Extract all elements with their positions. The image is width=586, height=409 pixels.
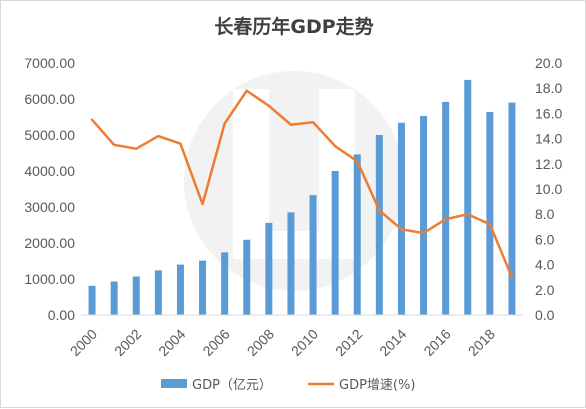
y-right-tick-label: 0.0 [535, 307, 555, 323]
gdp-bar [287, 212, 295, 315]
gdp-bar [88, 285, 96, 315]
y-left-tick-label: 0.00 [48, 307, 75, 323]
legend-swatch-gdp [161, 379, 187, 388]
y-left-tick-label: 6000.00 [24, 91, 75, 107]
x-tick-label: 2000 [67, 326, 100, 359]
gdp-growth-line [90, 89, 514, 279]
y-right-tick-label: 10.0 [535, 181, 562, 197]
watermark-circle [184, 71, 404, 291]
y-left-tick-label: 3000.00 [24, 199, 75, 215]
x-tick-label: 2004 [155, 326, 188, 359]
y-right-tick-label: 20.0 [535, 55, 562, 71]
y-right-tick-label: 14.0 [535, 131, 562, 147]
gdp-bar [221, 252, 229, 315]
y-left-tick-label: 7000.00 [24, 55, 75, 71]
x-tick-label: 2018 [465, 326, 498, 359]
x-tick-label: 2016 [420, 326, 453, 359]
chart-title: 长春历年GDP走势 [214, 16, 374, 38]
gdp-bar [110, 281, 118, 315]
y-left-tick-label: 1000.00 [24, 271, 75, 287]
gdp-bar [420, 115, 428, 315]
y-right-tick-label: 16.0 [535, 105, 562, 121]
legend: GDP（亿元） GDP增速(%) [161, 378, 415, 393]
gdp-bar [309, 195, 317, 315]
gdp-bar [132, 276, 140, 315]
x-tick-label: 2010 [288, 326, 321, 359]
gdp-bar [397, 122, 405, 315]
y-left-tick-label: 5000.00 [24, 127, 75, 143]
gdp-bar [464, 79, 472, 315]
y-right-tick-label: 2.0 [535, 282, 555, 298]
x-tick-label: 2008 [244, 326, 277, 359]
y-right-tick-label: 6.0 [535, 231, 555, 247]
gdp-bar [442, 101, 450, 315]
gdp-bar [154, 270, 162, 315]
gdp-bar [243, 239, 251, 315]
gdp-bar [331, 171, 339, 315]
y-left-tick-label: 2000.00 [24, 235, 75, 251]
y-right-tick-label: 8.0 [535, 206, 555, 222]
watermark-bar [233, 89, 269, 259]
legend-label-gdp: GDP（亿元） [192, 378, 272, 393]
gdp-bar [375, 135, 383, 315]
gdp-bar [508, 102, 516, 315]
x-tick-label: 2006 [199, 326, 232, 359]
x-tick-label: 2012 [332, 326, 365, 359]
gdp-bar [176, 264, 184, 315]
y-right-tick-label: 18.0 [535, 80, 562, 96]
legend-label-growth: GDP增速(%) [339, 378, 415, 393]
y-right-tick-label: 4.0 [535, 257, 555, 273]
gdp-bar [199, 260, 207, 315]
gdp-bar [265, 222, 273, 315]
gdp-bar [486, 111, 494, 316]
y-right-tick-label: 12.0 [535, 156, 562, 172]
x-tick-label: 2014 [376, 326, 409, 359]
x-tick-label: 2002 [111, 326, 144, 359]
y-left-tick-label: 4000.00 [24, 163, 75, 179]
gdp-bar [353, 154, 361, 315]
